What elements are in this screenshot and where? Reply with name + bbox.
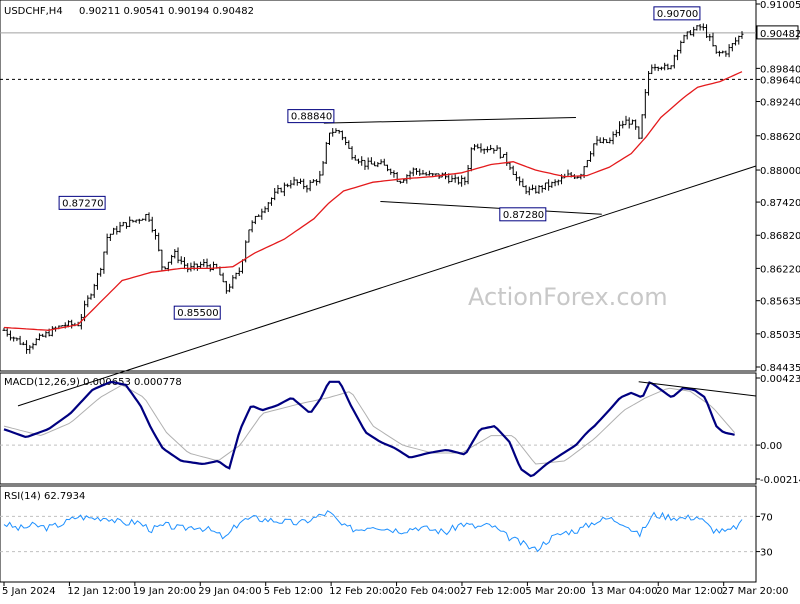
price-annotation-box <box>287 109 335 124</box>
rsi-layer <box>0 510 756 553</box>
price-axis-label: 0.88620 <box>760 132 800 143</box>
price-annotation-label: 0.90700 <box>657 9 698 20</box>
rsi-title: RSI(14) 62.7934 <box>4 491 85 502</box>
rsi-line <box>3 510 743 553</box>
time-axis-label: 13 Mar 04:00 <box>591 586 658 597</box>
price-annotation-box <box>499 207 547 222</box>
moving-average-line <box>3 71 743 331</box>
macd-axis-label: -0.002142 <box>760 475 800 486</box>
chart-header-symbol: USDCHF,H4 <box>4 6 63 17</box>
price-axis-label: 0.88000 <box>760 166 800 177</box>
triangle-lower-line <box>380 201 602 215</box>
time-axis-label: 29 Jan 04:00 <box>198 586 261 597</box>
time-axis-label: 5 Jan 2024 <box>2 586 56 597</box>
price-axis-label: 0.90482 <box>760 29 800 40</box>
rsi-axis-label: 30 <box>760 548 773 559</box>
time-axis-label: 5 Feb 12:00 <box>264 586 323 597</box>
price-axis-label: 0.84435 <box>760 363 800 374</box>
chart-header-ohlc: 0.90211 0.90541 0.90194 0.90482 <box>79 6 254 17</box>
time-axis-label: 12 Feb 20:00 <box>329 586 395 597</box>
price-axis-label: 0.89840 <box>760 64 800 75</box>
triangle-upper-line <box>323 117 576 124</box>
price-annotation-label: 0.85500 <box>177 308 218 319</box>
macd-layer <box>0 380 757 478</box>
price-annotation-label: 0.87280 <box>503 210 544 221</box>
time-axis-label: 20 Mar 12:00 <box>656 586 723 597</box>
time-axis-label: 27 Mar 20:00 <box>722 586 789 597</box>
macd-axis-label: 0.004237 <box>760 374 800 385</box>
main-panel-frame <box>0 0 757 372</box>
macd-divergence-line <box>638 381 757 397</box>
time-axis-label: 12 Jan 12:00 <box>67 586 130 597</box>
price-axis-label: 0.86220 <box>760 264 800 275</box>
macd-axis-label: 0.00 <box>760 441 782 452</box>
price-axis-label: 0.89640 <box>760 75 800 86</box>
macd-signal-line <box>3 384 735 465</box>
time-axis-label: 27 Feb 12:00 <box>460 586 526 597</box>
main-price-layer: 0.87270 0.85500 0.88840 0.87280 0.90700 <box>0 6 757 407</box>
price-axis-label: 0.87420 <box>760 198 800 209</box>
current-price-box <box>756 25 799 40</box>
watermark-text: ActionForex.com <box>468 283 668 311</box>
time-axis-label: 5 Mar 20:00 <box>525 586 585 597</box>
rsi-axis-label: 70 <box>760 512 773 523</box>
price-axis-label: 0.85035 <box>760 330 800 341</box>
price-axis-label: 0.85635 <box>760 297 800 308</box>
price-annotation-box <box>58 195 106 210</box>
rising-trend-line <box>17 165 757 407</box>
time-axis-label: 20 Feb 04:00 <box>395 586 461 597</box>
rsi-panel-frame <box>0 485 757 583</box>
macd-main-line <box>3 380 735 478</box>
price-axis-label: 0.91005 <box>760 0 800 11</box>
price-annotation-box <box>653 6 701 21</box>
macd-title: MACD(12,26,9) 0.000653 0.000778 <box>4 377 182 388</box>
macd-panel-frame <box>0 372 757 485</box>
price-annotation-box <box>173 305 221 320</box>
price-annotation-label: 0.88840 <box>291 112 332 123</box>
price-annotation-label: 0.87270 <box>62 198 103 209</box>
time-axis-label: 19 Jan 20:00 <box>133 586 196 597</box>
price-axis-label: 0.86820 <box>760 231 800 242</box>
price-axis-label: 0.89240 <box>760 98 800 109</box>
